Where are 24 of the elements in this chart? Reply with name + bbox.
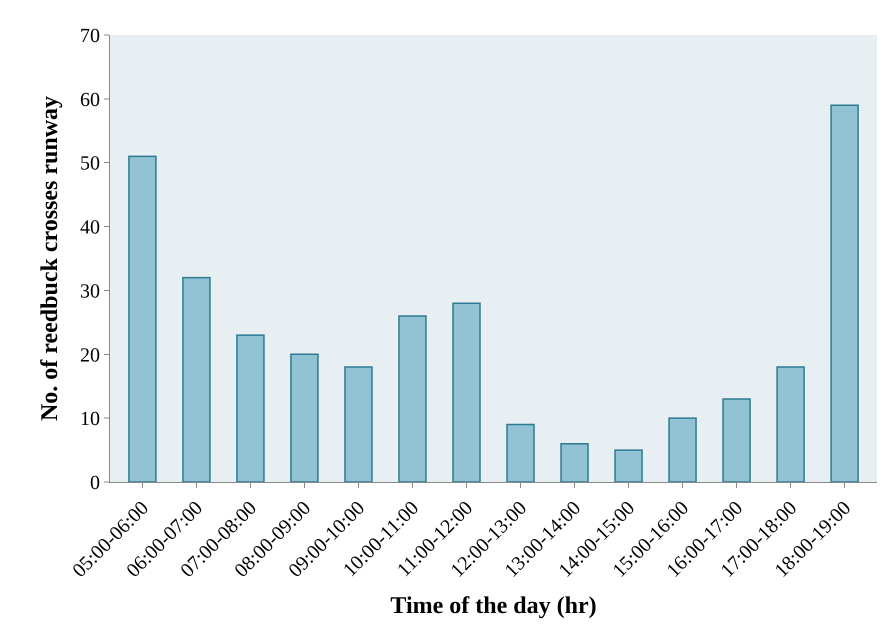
y-tick-label: 50 xyxy=(80,152,100,175)
bar xyxy=(398,315,427,482)
y-tick-label: 30 xyxy=(80,280,100,302)
bar xyxy=(506,424,535,482)
bar xyxy=(182,276,211,482)
bar xyxy=(722,398,751,482)
bar xyxy=(128,156,157,482)
bar xyxy=(776,366,805,482)
y-tick-label: 0 xyxy=(90,472,100,494)
bar xyxy=(344,366,373,482)
y-tick-label: 40 xyxy=(80,216,100,239)
bar xyxy=(560,442,589,482)
bar xyxy=(614,449,643,482)
bar xyxy=(236,334,265,482)
y-tick-label: 70 xyxy=(80,25,100,47)
bar xyxy=(830,104,859,482)
bar xyxy=(668,417,697,482)
bar xyxy=(290,354,319,482)
x-axis-title: Time of the day (hr) xyxy=(390,593,597,620)
bar xyxy=(452,302,481,482)
y-tick-label: 10 xyxy=(80,408,100,430)
y-tick-label: 20 xyxy=(80,344,100,366)
y-axis-title: No. of reedbuck crosses runway xyxy=(37,96,64,422)
y-tick-label: 60 xyxy=(80,88,100,111)
